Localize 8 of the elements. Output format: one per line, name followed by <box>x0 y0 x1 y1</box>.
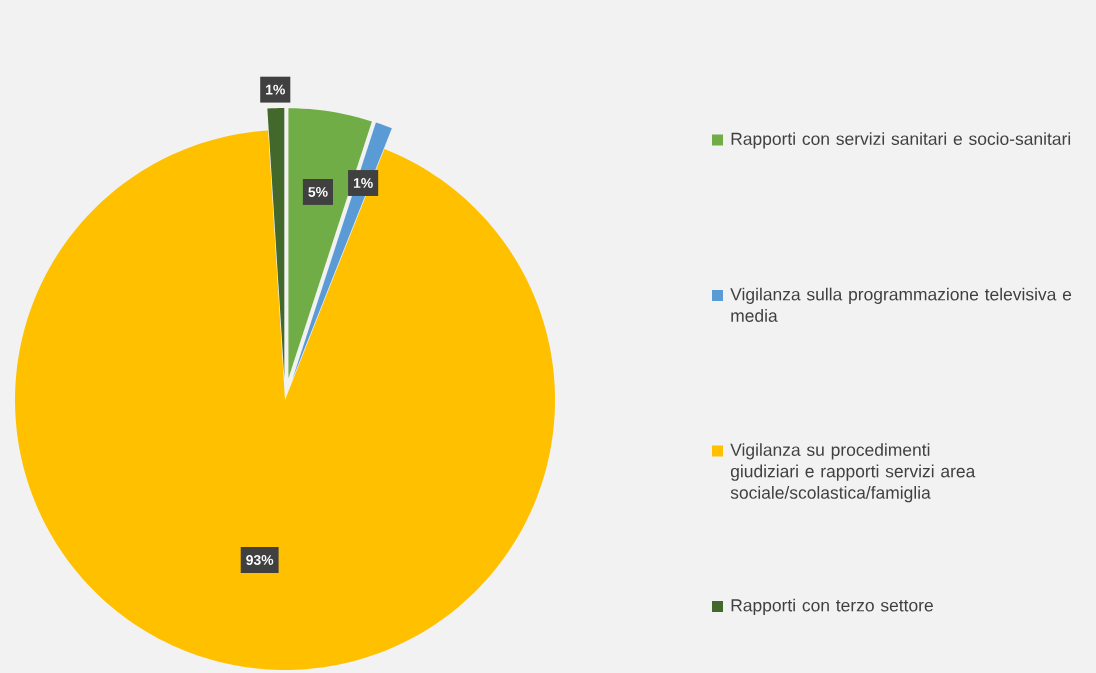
legend-label: Rapporti con servizi sanitari e socio-sanitari <box>731 132 1071 149</box>
data-label: 93% <box>246 555 274 565</box>
legend-label: Vigilanza su procedimenti giudiziari e rapporti servizi area sociale/scolastica/famiglia <box>730 443 976 503</box>
legend-label: Vigilanza sulla programmazione televisiva e media <box>730 287 1072 322</box>
data-label: 5% <box>308 187 328 197</box>
legend-label: Rapporti con terzo settore <box>731 598 933 615</box>
data-label: 1% <box>353 178 373 188</box>
data-label: 1% <box>266 84 285 95</box>
